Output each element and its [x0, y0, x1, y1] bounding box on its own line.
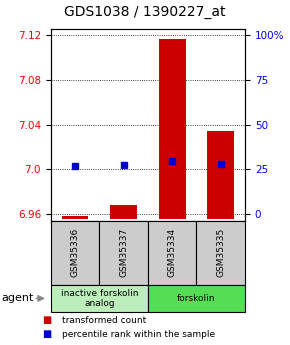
Text: ■: ■ — [42, 329, 51, 339]
Text: GSM35335: GSM35335 — [216, 228, 225, 277]
Text: GSM35336: GSM35336 — [70, 228, 79, 277]
Text: forskolin: forskolin — [177, 294, 216, 303]
Text: percentile rank within the sample: percentile rank within the sample — [62, 330, 215, 339]
Text: ■: ■ — [42, 315, 51, 325]
Bar — [110, 205, 137, 219]
Text: agent: agent — [1, 294, 34, 303]
Bar — [62, 216, 88, 219]
Text: GSM35334: GSM35334 — [168, 228, 177, 277]
Text: GSM35337: GSM35337 — [119, 228, 128, 277]
Bar — [207, 131, 234, 219]
Bar — [159, 39, 186, 219]
Text: inactive forskolin
analog: inactive forskolin analog — [61, 289, 138, 308]
Text: GDS1038 / 1390227_at: GDS1038 / 1390227_at — [64, 5, 226, 19]
Text: transformed count: transformed count — [62, 316, 147, 325]
